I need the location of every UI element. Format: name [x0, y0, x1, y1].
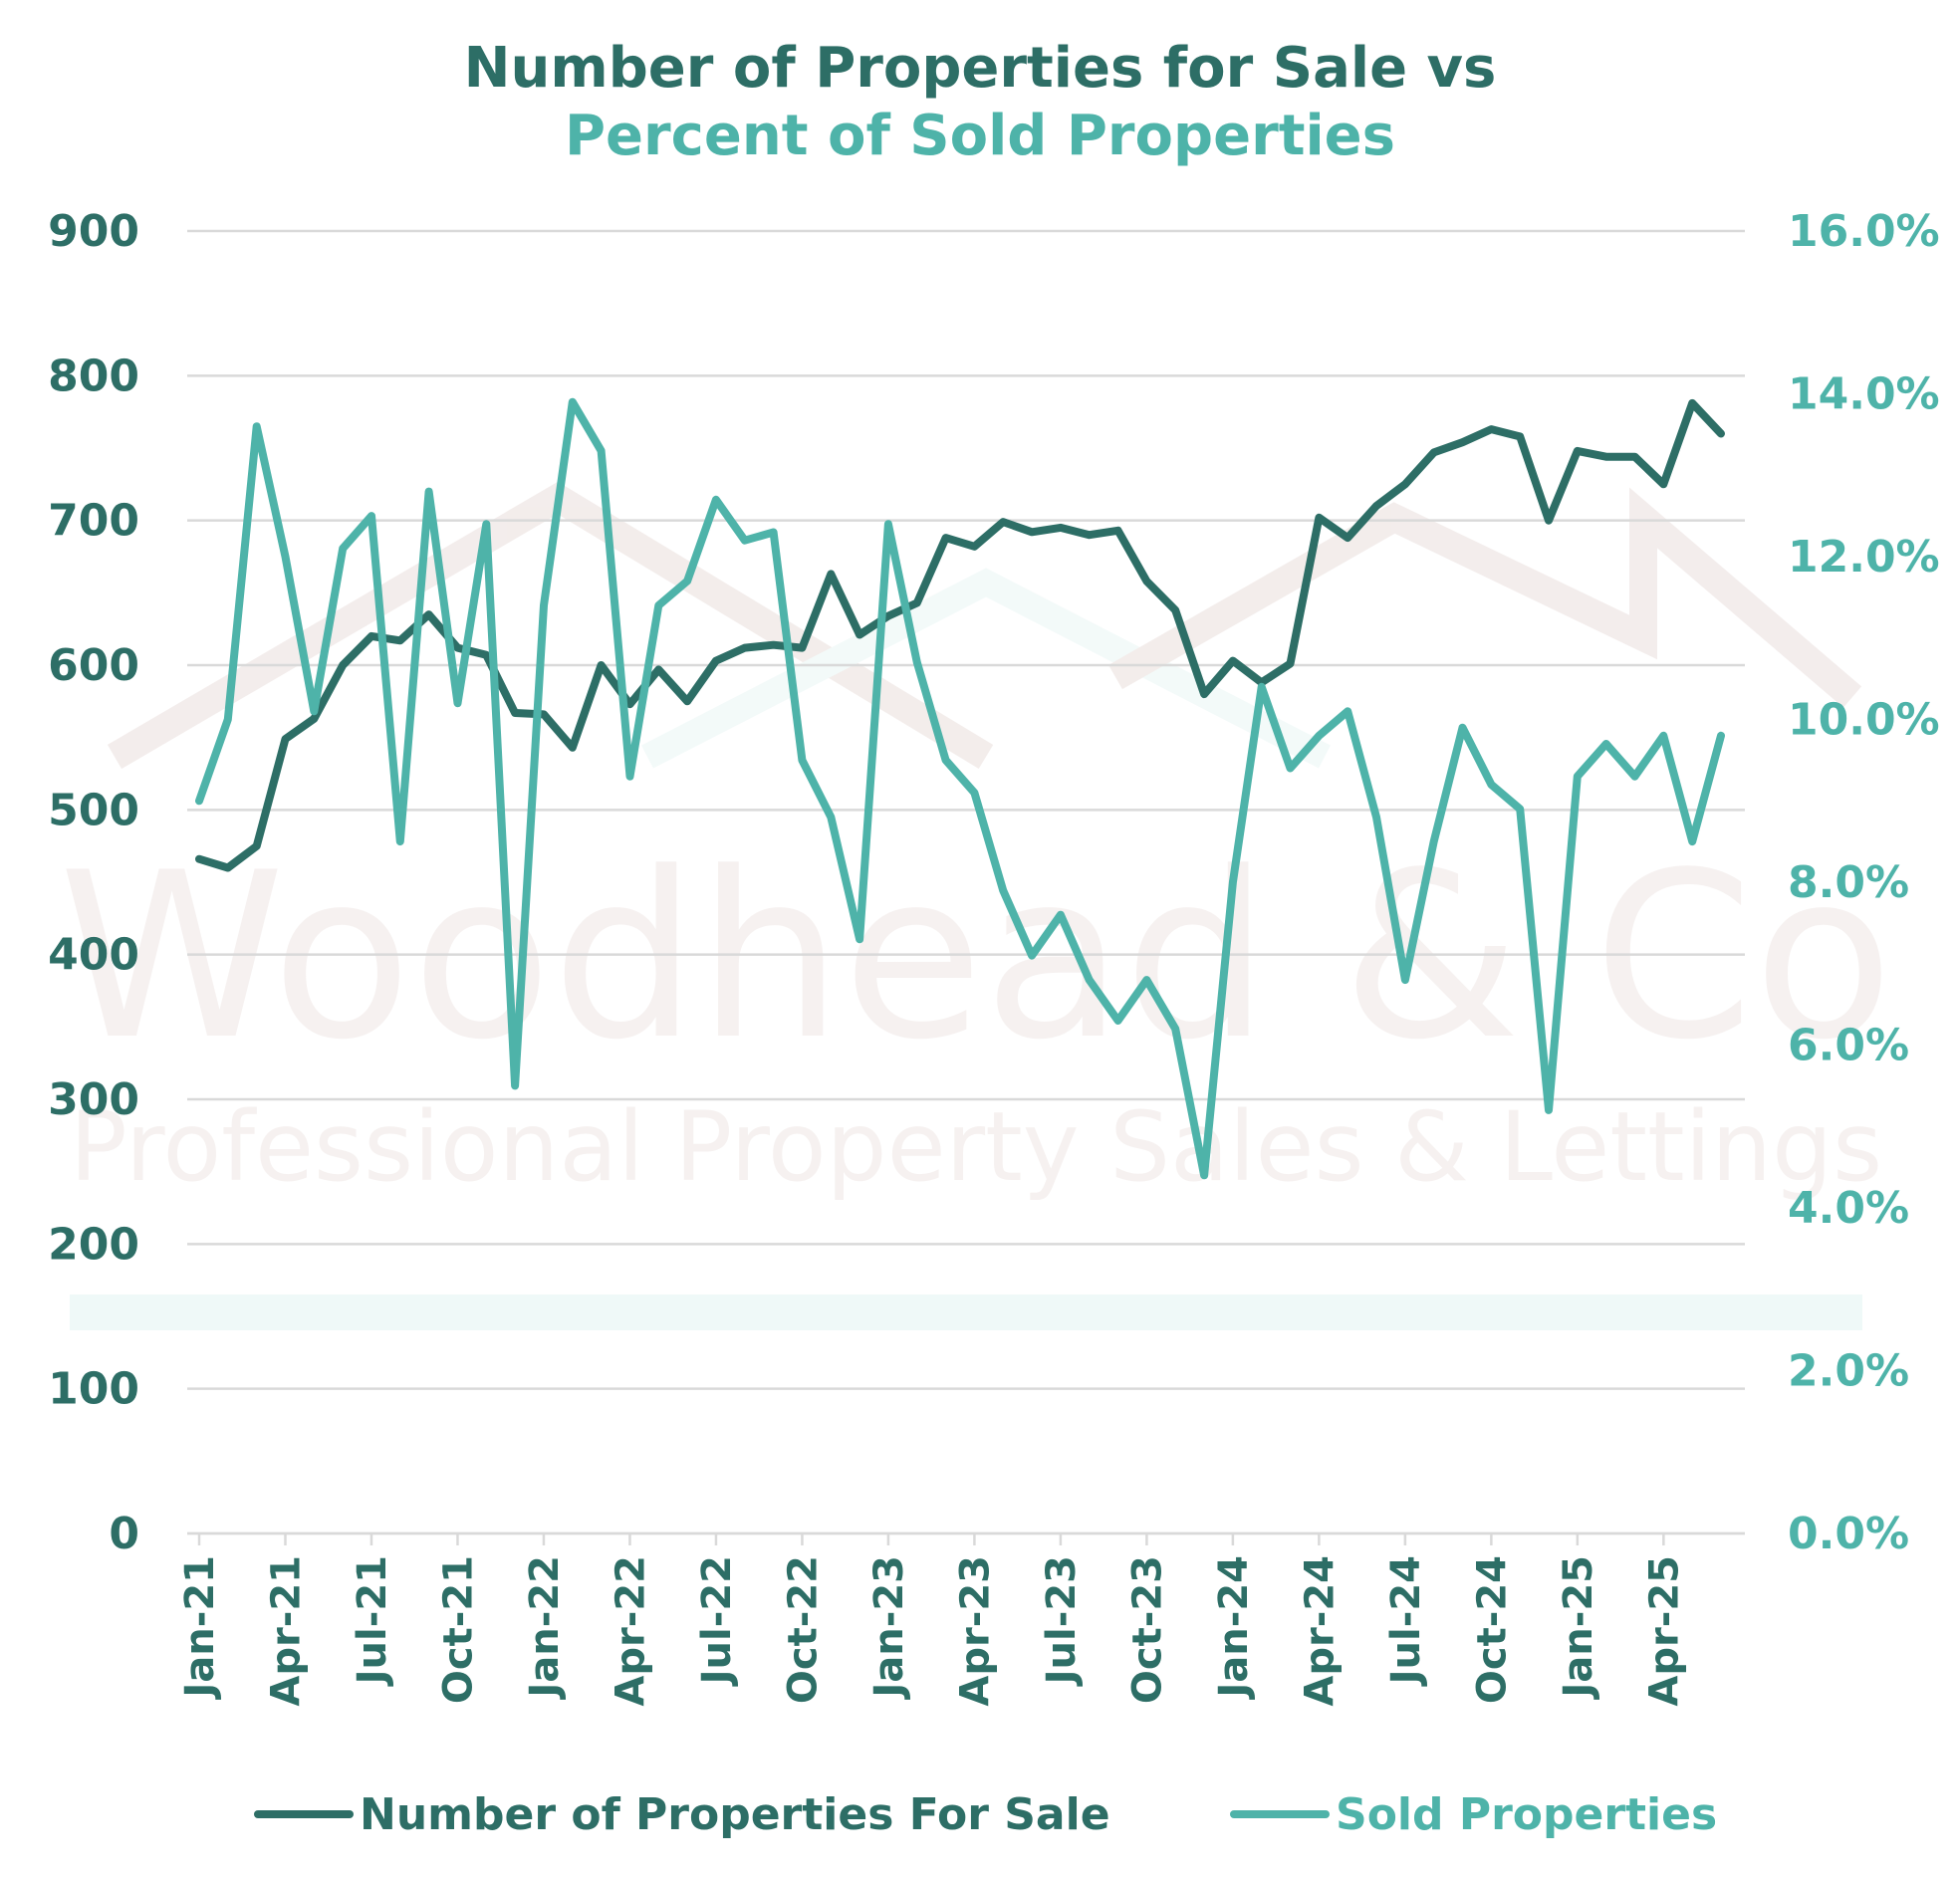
legend-swatch-properties-for-sale: [254, 1810, 354, 1818]
y-left-tick-label: 400: [48, 930, 139, 981]
y-axis-right: 0.0% 2.0% 4.0% 6.0% 8.0% 10.0% 12.0% 14.0% 16.0%: [1788, 206, 1940, 1559]
y-left-tick-label: 800: [48, 351, 139, 401]
y-left-tick-label: 0: [109, 1509, 139, 1559]
y-right-tick-label: 0.0%: [1788, 1509, 1909, 1559]
y-axis-left: 0 100 200 300 400 500 600 700 800 900: [48, 206, 139, 1559]
x-tick-label: Jan-23: [866, 1555, 912, 1701]
y-right-tick-label: 4.0%: [1788, 1183, 1909, 1234]
watermark-name: Woodhead & Co: [59, 824, 1893, 1090]
chart-title-line2: Percent of Sold Properties: [565, 104, 1395, 168]
x-tick-label: Apr-22: [608, 1555, 653, 1707]
series-line-sold-properties: [195, 397, 1725, 1180]
x-tick-label: Oct-24: [1469, 1555, 1515, 1704]
x-tick-label: Apr-21: [263, 1555, 309, 1707]
y-left-tick-label: 100: [48, 1364, 139, 1415]
y-right-tick-label: 10.0%: [1788, 695, 1940, 746]
x-tick-label: Jan-22: [522, 1555, 568, 1701]
x-tick-label: Jul-24: [1383, 1555, 1429, 1687]
y-left-tick-label: 700: [48, 496, 139, 547]
watermark-logo: Woodhead & Co Professional Property Sale…: [59, 481, 1893, 1330]
series-line-properties-for-sale: [195, 398, 1725, 872]
x-tick-label: Jan-24: [1211, 1555, 1257, 1701]
y-right-tick-label: 12.0%: [1788, 532, 1940, 583]
x-axis: Jan-21 Apr-21 Jul-21 Oct-21 Jan-22 Apr-22 Jul-…: [177, 1531, 1745, 1707]
x-tick-label: Oct-21: [435, 1555, 481, 1704]
gridlines: [187, 229, 1745, 1535]
x-tick-label: Jan-25: [1556, 1555, 1601, 1701]
legend-item-properties-for-sale: Number of Properties For Sale: [254, 1784, 1110, 1844]
y-left-tick-label: 500: [48, 785, 139, 835]
x-tick-label: Oct-23: [1124, 1555, 1170, 1704]
x-tick-label: Apr-25: [1641, 1555, 1687, 1707]
y-right-tick-label: 2.0%: [1788, 1346, 1909, 1397]
watermark-tagline: Professional Property Sales & Lettings: [70, 1091, 1882, 1203]
y-right-tick-label: 8.0%: [1788, 857, 1909, 908]
x-tick-label: Jul-22: [694, 1555, 740, 1687]
y-right-tick-label: 14.0%: [1788, 369, 1940, 420]
y-left-tick-label: 900: [48, 206, 139, 257]
y-left-tick-label: 600: [48, 640, 139, 691]
y-right-tick-label: 16.0%: [1788, 206, 1940, 257]
x-tick-label: Oct-22: [780, 1555, 826, 1704]
legend-label-sold-properties: Sold Properties: [1336, 1788, 1718, 1840]
x-tick-label: Jan-21: [177, 1555, 223, 1701]
x-tick-label: Jul-21: [350, 1555, 395, 1687]
y-right-tick-label: 6.0%: [1788, 1021, 1909, 1071]
legend-swatch-sold-properties: [1230, 1810, 1330, 1818]
y-left-tick-label: 200: [48, 1219, 139, 1270]
legend-item-sold-properties: Sold Properties: [1230, 1784, 1717, 1844]
y-left-tick-label: 300: [48, 1074, 139, 1125]
x-tick-label: Jul-23: [1039, 1555, 1085, 1687]
legend-label-properties-for-sale: Number of Properties For Sale: [360, 1788, 1110, 1840]
chart-title-line1: Number of Properties for Sale vs: [463, 36, 1497, 101]
series-group: [195, 397, 1725, 1180]
x-tick-label: Apr-24: [1297, 1555, 1343, 1707]
x-tick-label: Apr-23: [952, 1555, 998, 1707]
watermark-band: [70, 1294, 1862, 1330]
